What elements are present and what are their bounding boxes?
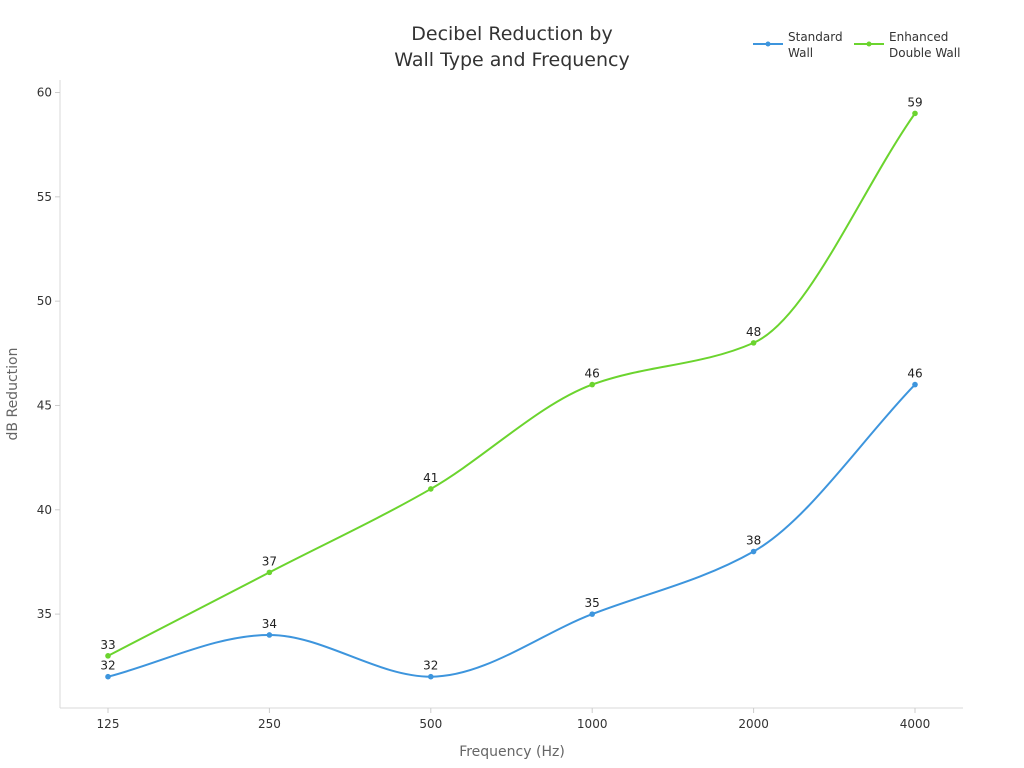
data-label: 33 xyxy=(100,638,115,652)
data-point[interactable] xyxy=(912,381,918,388)
data-point[interactable] xyxy=(105,653,111,659)
x-tick-label: 125 xyxy=(97,717,120,731)
series-layer: 32 34 32 35 38 46 33 37 41 46 48 59 xyxy=(100,95,923,680)
legend-label-standard-wall-line-1: Standard xyxy=(788,30,843,44)
data-label: 48 xyxy=(746,325,761,339)
legend-marker-standard-wall xyxy=(765,41,771,47)
x-axis-label: Frequency (Hz) xyxy=(459,744,565,760)
data-label: 32 xyxy=(100,659,115,673)
series-line-enhanced-double-wall xyxy=(107,112,916,657)
series-line-standard-wall xyxy=(107,383,916,678)
y-tick-label: 50 xyxy=(37,294,52,308)
x-tick-label: 1000 xyxy=(577,717,608,731)
legend-label-enhanced-double-wall-line-1: Enhanced xyxy=(889,30,948,44)
data-point[interactable] xyxy=(589,611,595,617)
legend-label-standard-wall-line-2: Wall xyxy=(788,46,813,60)
data-label: 38 xyxy=(746,534,761,548)
data-label: 35 xyxy=(585,596,600,610)
y-axis-label: dB Reduction xyxy=(5,348,21,441)
y-tick-label: 45 xyxy=(37,398,52,412)
legend[interactable]: Standard Wall Enhanced Double Wall xyxy=(753,30,960,60)
chart-title-line-1: Decibel Reduction by xyxy=(411,23,612,45)
series-standard-wall: 32 34 32 35 38 46 xyxy=(100,367,923,680)
data-point[interactable] xyxy=(428,673,434,680)
data-point[interactable] xyxy=(589,381,595,388)
legend-item-enhanced-double-wall[interactable]: Enhanced Double Wall xyxy=(854,30,960,60)
data-label: 34 xyxy=(262,617,277,631)
data-label: 37 xyxy=(262,554,277,568)
legend-marker-enhanced-double-wall xyxy=(866,41,872,47)
legend-label-enhanced-double-wall-line-2: Double Wall xyxy=(889,46,960,60)
x-tick-label: 2000 xyxy=(738,717,769,731)
y-tick-label: 60 xyxy=(37,86,52,100)
x-tick-label: 250 xyxy=(258,717,281,731)
data-label: 46 xyxy=(907,367,922,381)
chart-title: Decibel Reduction by Wall Type and Frequ… xyxy=(394,23,629,71)
data-point[interactable] xyxy=(912,110,918,117)
data-label: 41 xyxy=(423,471,438,485)
data-point[interactable] xyxy=(428,486,434,492)
x-tick-label: 4000 xyxy=(900,717,931,731)
data-label: 59 xyxy=(907,95,922,109)
data-point[interactable] xyxy=(750,548,757,555)
data-label: 46 xyxy=(585,367,600,381)
y-axis-ticks: 35 40 45 50 55 60 xyxy=(37,86,60,621)
series-enhanced-double-wall: 33 37 41 46 48 59 xyxy=(100,95,923,659)
chart-title-line-2: Wall Type and Frequency xyxy=(394,49,629,71)
data-point[interactable] xyxy=(105,673,111,680)
x-axis-ticks: 125 250 500 1000 2000 4000 xyxy=(97,708,931,731)
data-label: 32 xyxy=(423,659,438,673)
y-tick-label: 55 xyxy=(37,190,52,204)
y-tick-label: 35 xyxy=(37,607,52,621)
x-tick-label: 500 xyxy=(419,717,442,731)
legend-item-standard-wall[interactable]: Standard Wall xyxy=(753,30,843,60)
data-point[interactable] xyxy=(750,340,757,346)
y-tick-label: 40 xyxy=(37,503,52,517)
data-point[interactable] xyxy=(266,569,273,576)
data-point[interactable] xyxy=(266,632,273,638)
